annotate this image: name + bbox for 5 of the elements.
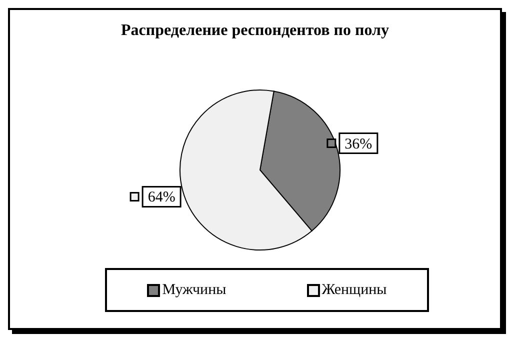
data-label: 36% xyxy=(344,136,372,152)
data-label: 64% xyxy=(148,190,176,206)
legend-label: Мужчины xyxy=(162,282,226,298)
chart-title: Распределение респондентов по полу xyxy=(120,22,390,40)
legend-label: Женщины xyxy=(322,282,387,298)
